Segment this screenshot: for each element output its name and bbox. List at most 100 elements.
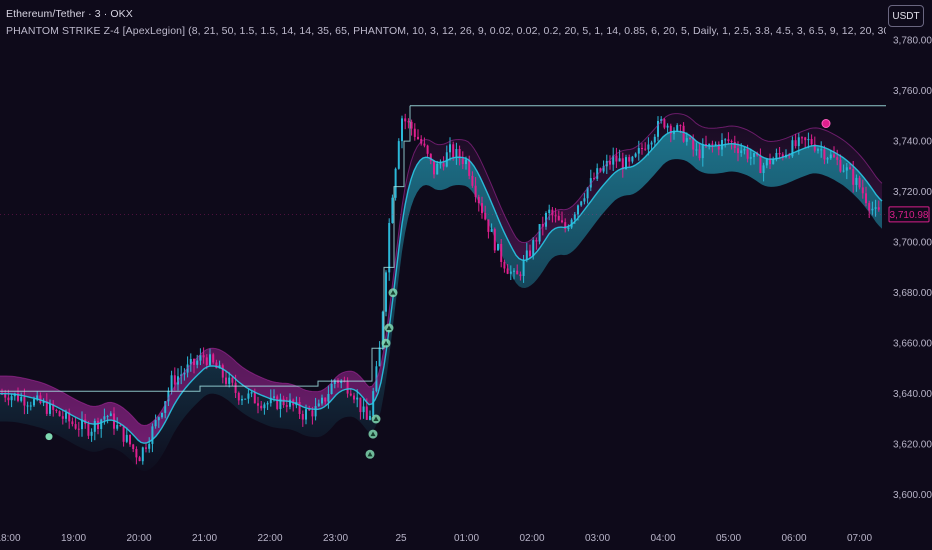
- candle-body[interactable]: [842, 170, 845, 172]
- candle-body[interactable]: [778, 153, 781, 155]
- candle-body[interactable]: [154, 420, 157, 427]
- sell-signal-marker[interactable]: [821, 119, 831, 128]
- candle-body[interactable]: [285, 405, 288, 407]
- candle-body[interactable]: [129, 434, 131, 445]
- candle-body[interactable]: [506, 268, 509, 274]
- candle-body[interactable]: [573, 214, 576, 220]
- candle-body[interactable]: [695, 149, 698, 151]
- candle-body[interactable]: [596, 168, 599, 179]
- candle-body[interactable]: [391, 197, 394, 223]
- candle-body[interactable]: [615, 155, 618, 162]
- candle-body[interactable]: [125, 434, 128, 442]
- candle-body[interactable]: [743, 149, 746, 151]
- candle-body[interactable]: [535, 240, 538, 242]
- candle-body[interactable]: [500, 244, 503, 262]
- candle-body[interactable]: [471, 175, 474, 186]
- candle-body[interactable]: [749, 157, 752, 159]
- candle-body[interactable]: [119, 425, 122, 427]
- candle-body[interactable]: [839, 159, 842, 172]
- candle-body[interactable]: [618, 158, 621, 162]
- candle-body[interactable]: [724, 139, 727, 141]
- candle-body[interactable]: [7, 397, 10, 401]
- candle-body[interactable]: [877, 207, 880, 210]
- candle-body[interactable]: [413, 128, 416, 137]
- candle-body[interactable]: [221, 365, 224, 378]
- candle-body[interactable]: [381, 311, 384, 348]
- candle-body[interactable]: [477, 196, 480, 204]
- candle-body[interactable]: [228, 377, 231, 384]
- candle-body[interactable]: [666, 125, 669, 128]
- candle-body[interactable]: [788, 154, 791, 157]
- candle-body[interactable]: [826, 158, 829, 160]
- candle-body[interactable]: [583, 198, 586, 202]
- candle-body[interactable]: [493, 229, 496, 251]
- candle-body[interactable]: [189, 359, 192, 365]
- candle-body[interactable]: [167, 390, 170, 402]
- candle-body[interactable]: [794, 140, 797, 147]
- candle-body[interactable]: [346, 381, 349, 394]
- candle-body[interactable]: [311, 410, 314, 417]
- candle-body[interactable]: [234, 382, 237, 393]
- candle-body[interactable]: [196, 360, 199, 365]
- candle-body[interactable]: [628, 157, 631, 162]
- entry-dot-marker[interactable]: [45, 433, 53, 441]
- candle-body[interactable]: [647, 144, 650, 150]
- candle-body[interactable]: [481, 203, 483, 214]
- candle-body[interactable]: [762, 165, 765, 173]
- candle-body[interactable]: [714, 144, 717, 146]
- candle-body[interactable]: [861, 187, 864, 194]
- candle-body[interactable]: [49, 403, 51, 414]
- candle-body[interactable]: [650, 142, 653, 145]
- candle-body[interactable]: [151, 426, 154, 444]
- candle-body[interactable]: [298, 402, 301, 414]
- candle-body[interactable]: [340, 381, 343, 383]
- candle-body[interactable]: [17, 393, 19, 401]
- candle-body[interactable]: [138, 457, 141, 462]
- candle-body[interactable]: [529, 250, 531, 257]
- candle-body[interactable]: [458, 149, 461, 159]
- candle-body[interactable]: [116, 425, 119, 429]
- candle-body[interactable]: [439, 163, 442, 165]
- candle-body[interactable]: [676, 125, 679, 131]
- candle-body[interactable]: [161, 413, 163, 418]
- candle-body[interactable]: [202, 355, 205, 358]
- candle-body[interactable]: [429, 153, 432, 161]
- candle-body[interactable]: [58, 411, 61, 417]
- candle-body[interactable]: [708, 143, 711, 147]
- candle-body[interactable]: [823, 149, 826, 160]
- candle-body[interactable]: [39, 395, 42, 403]
- candle-body[interactable]: [644, 148, 647, 150]
- candle-body[interactable]: [52, 403, 55, 410]
- candle-body[interactable]: [449, 144, 451, 153]
- candle-body[interactable]: [417, 136, 419, 139]
- candle-body[interactable]: [807, 139, 810, 141]
- candle-body[interactable]: [612, 155, 615, 165]
- candle-body[interactable]: [817, 149, 819, 151]
- candle-body[interactable]: [90, 431, 93, 436]
- candle-body[interactable]: [289, 399, 291, 407]
- candle-body[interactable]: [305, 409, 307, 420]
- candle-body[interactable]: [106, 416, 109, 418]
- candle-body[interactable]: [333, 380, 336, 384]
- candle-body[interactable]: [791, 140, 794, 157]
- candle-body[interactable]: [436, 163, 439, 175]
- candle-body[interactable]: [369, 416, 371, 420]
- candle-body[interactable]: [845, 167, 848, 171]
- candle-body[interactable]: [855, 177, 858, 185]
- candle-body[interactable]: [868, 203, 871, 211]
- candle-body[interactable]: [836, 157, 839, 160]
- candle-body[interactable]: [631, 156, 634, 162]
- candle-body[interactable]: [337, 380, 339, 383]
- indicator-legend[interactable]: PHANTOM STRIKE Z-4 [ApexLegion] (8, 21, …: [6, 25, 886, 37]
- candle-body[interactable]: [740, 150, 743, 153]
- candle-body[interactable]: [33, 399, 35, 406]
- candle-body[interactable]: [813, 144, 816, 151]
- candle-body[interactable]: [452, 144, 455, 158]
- candle-body[interactable]: [810, 139, 813, 145]
- candle-body[interactable]: [781, 154, 784, 158]
- candle-body[interactable]: [26, 405, 29, 407]
- candle-body[interactable]: [548, 209, 551, 214]
- candle-body[interactable]: [279, 398, 282, 409]
- candle-body[interactable]: [487, 219, 490, 232]
